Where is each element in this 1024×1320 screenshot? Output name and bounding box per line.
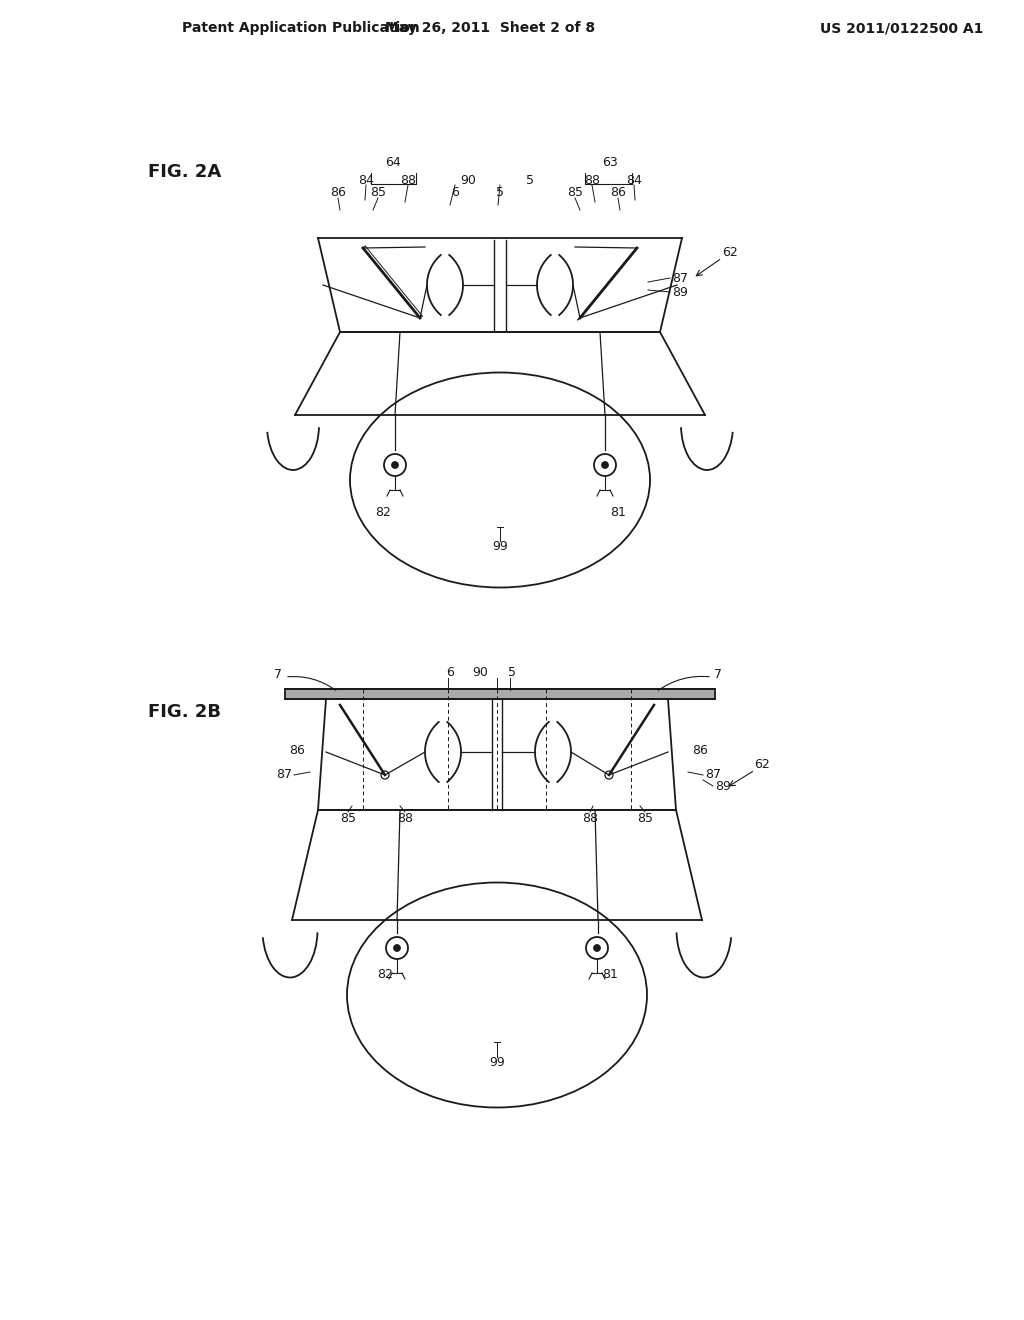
Text: 82: 82: [375, 506, 391, 519]
Text: US 2011/0122500 A1: US 2011/0122500 A1: [820, 21, 983, 36]
Bar: [285, 689, 715, 700]
Text: 87: 87: [276, 768, 292, 781]
Text: 7: 7: [714, 668, 722, 681]
Text: 88: 88: [582, 812, 598, 825]
Text: 7: 7: [274, 668, 282, 681]
Text: 90: 90: [472, 665, 488, 678]
Text: 90: 90: [460, 173, 476, 186]
Text: 84: 84: [358, 173, 374, 186]
Circle shape: [594, 945, 600, 952]
Text: 62: 62: [722, 246, 738, 259]
Text: 85: 85: [637, 812, 653, 825]
Text: 85: 85: [567, 186, 583, 199]
Text: 99: 99: [489, 1056, 505, 1069]
Text: 5: 5: [526, 173, 534, 186]
Text: 89: 89: [715, 780, 731, 792]
Text: 86: 86: [289, 744, 305, 758]
Circle shape: [393, 945, 400, 952]
Text: 82: 82: [377, 969, 393, 982]
Text: 86: 86: [610, 186, 626, 199]
Circle shape: [391, 462, 398, 469]
Text: 64: 64: [385, 156, 400, 169]
Text: 88: 88: [400, 173, 416, 186]
Text: 88: 88: [397, 812, 413, 825]
Text: 81: 81: [610, 506, 626, 519]
Text: 88: 88: [584, 173, 600, 186]
Text: 87: 87: [672, 272, 688, 285]
Text: 6: 6: [451, 186, 459, 199]
Text: 87: 87: [705, 768, 721, 781]
Text: 63: 63: [602, 156, 617, 169]
Text: FIG. 2B: FIG. 2B: [148, 704, 221, 721]
Text: 85: 85: [370, 186, 386, 199]
Text: 5: 5: [496, 186, 504, 199]
Text: 85: 85: [340, 812, 356, 825]
Text: 84: 84: [626, 173, 642, 186]
Circle shape: [601, 462, 608, 469]
Text: 99: 99: [493, 540, 508, 553]
Text: 86: 86: [692, 744, 708, 758]
Text: May 26, 2011  Sheet 2 of 8: May 26, 2011 Sheet 2 of 8: [385, 21, 595, 36]
Text: Patent Application Publication: Patent Application Publication: [182, 21, 420, 36]
Text: 6: 6: [446, 665, 454, 678]
Text: 62: 62: [754, 759, 770, 771]
Text: FIG. 2A: FIG. 2A: [148, 162, 221, 181]
Text: 81: 81: [602, 969, 617, 982]
Text: 86: 86: [330, 186, 346, 199]
Text: 5: 5: [508, 665, 516, 678]
Text: 89: 89: [672, 285, 688, 298]
